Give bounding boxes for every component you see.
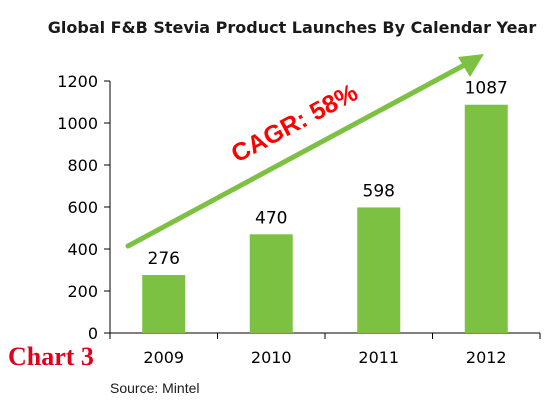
x-tick-label: 2009 [143, 348, 184, 367]
cagr-annotation: CAGR: 58% [125, 54, 484, 249]
bar [464, 104, 508, 333]
data-label: 470 [255, 208, 287, 228]
x-axis: 2009 2010 2011 2012 [109, 332, 541, 367]
x-tick-label: 2010 [251, 348, 292, 367]
x-tick-label: 2011 [358, 348, 399, 367]
bar [357, 207, 401, 333]
y-tick-label: 800 [67, 156, 98, 175]
chart-title: Global F&B Stevia Product Launches By Ca… [48, 18, 537, 37]
bar-series [142, 104, 508, 333]
y-tick-label: 0 [88, 324, 98, 343]
y-tick-label: 1200 [57, 72, 98, 91]
bar [249, 234, 293, 333]
y-tick-label: 600 [67, 198, 98, 217]
data-label: 276 [148, 249, 180, 269]
chart-number-label: Chart 3 [8, 342, 94, 371]
data-labels: 276 470 598 1087 [148, 79, 508, 269]
bar [142, 275, 186, 333]
source-note: Source: Mintel [110, 380, 199, 396]
cagr-arrow-shaft [125, 59, 473, 249]
y-tick-label: 1000 [57, 114, 98, 133]
y-tick-label: 400 [67, 240, 98, 259]
y-tick-label: 200 [67, 282, 98, 301]
y-axis: 0 200 400 600 800 1000 1200 [57, 72, 111, 343]
data-label: 1087 [465, 79, 508, 99]
data-label: 598 [363, 181, 395, 201]
cagr-arrow-head [458, 54, 484, 77]
x-tick-label: 2012 [466, 348, 507, 367]
